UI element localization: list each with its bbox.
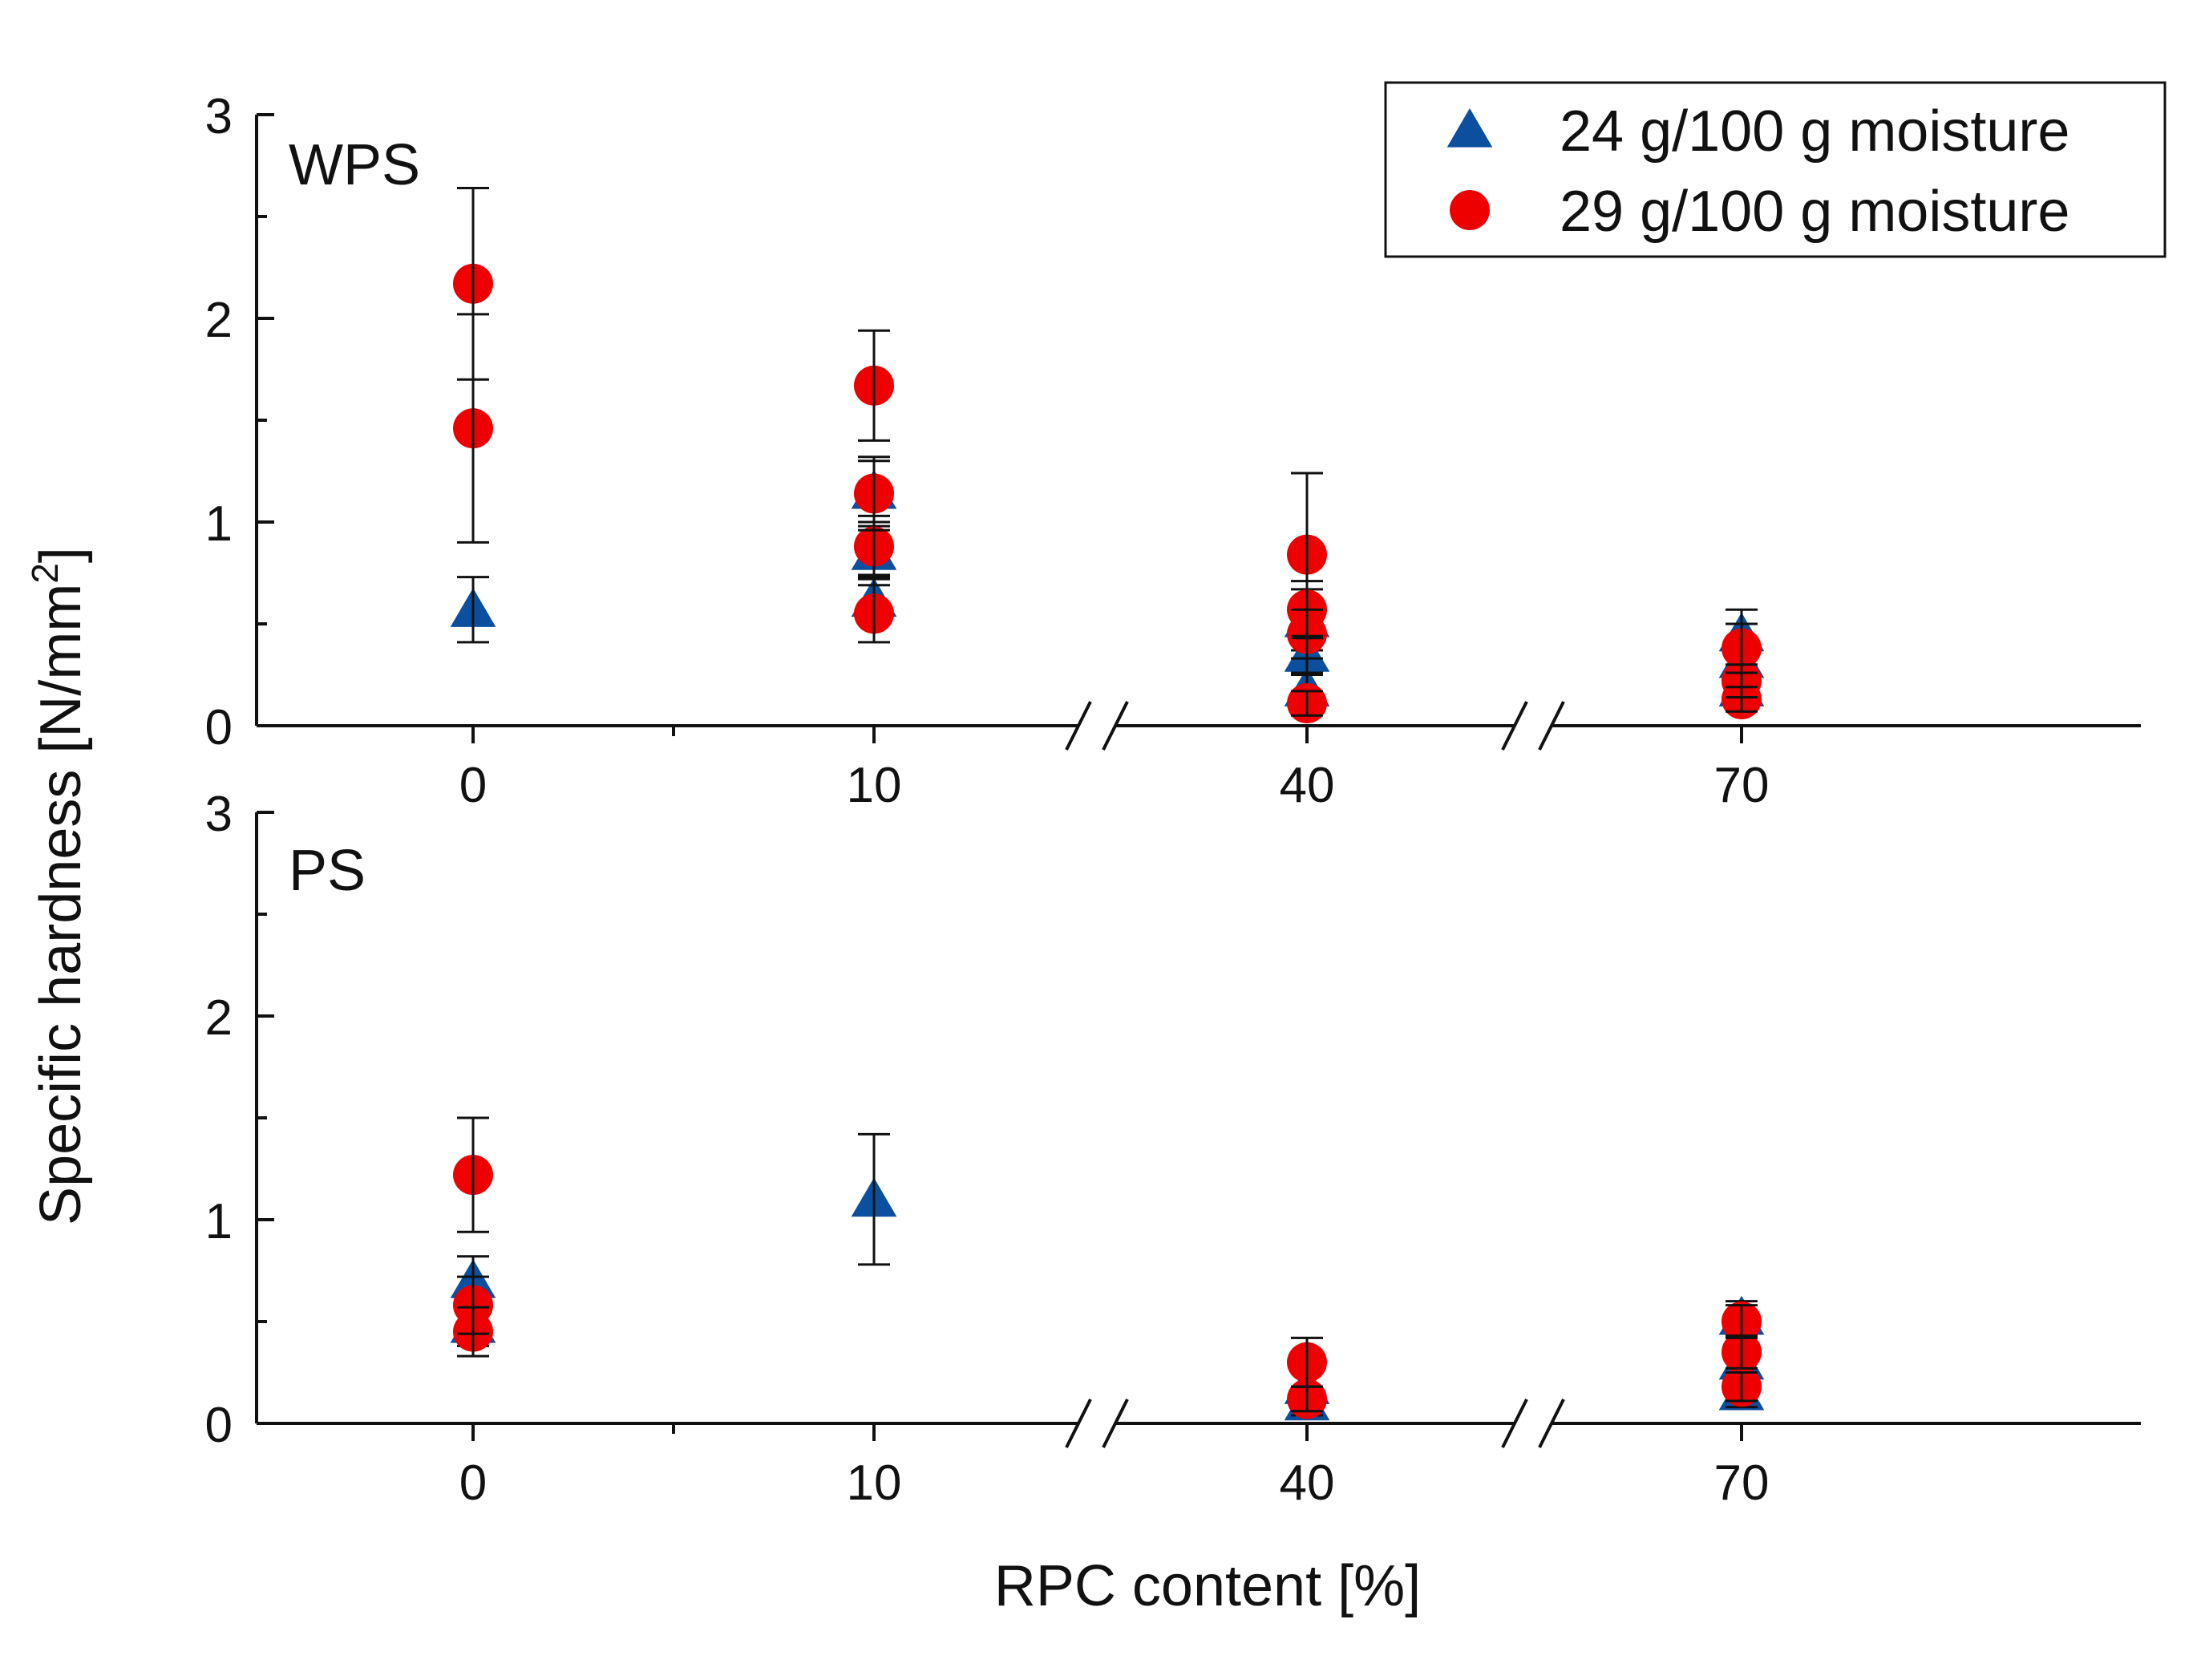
y-tick-label: 1 <box>205 496 233 552</box>
y-axis-label: Specific hardness [N/mm2] <box>24 547 93 1225</box>
axis-break-slash <box>1102 1399 1129 1448</box>
y-axis-label-superscript: 2 <box>24 563 66 584</box>
panel-wps: 0 1 2 3 0 10 40 70 WPS <box>205 89 2141 813</box>
x-tick-label: 70 <box>1714 758 1770 813</box>
error-bar <box>1726 1334 1758 1370</box>
x-tick-label: 0 <box>459 1455 487 1511</box>
y-tick-label: 3 <box>205 787 233 842</box>
y-tick-label: 0 <box>205 1398 233 1453</box>
x-axis-label: RPC content [%] <box>994 1554 1421 1618</box>
legend-entry: 24 g/100 g moisture <box>1446 99 2069 164</box>
y-tick-label: 2 <box>205 990 233 1046</box>
axis-break-gap <box>1078 1417 1116 1430</box>
panel-label: PS <box>289 839 366 903</box>
error-bar <box>858 514 890 579</box>
x-tick-label: 40 <box>1280 1455 1335 1511</box>
y-tick-label: 0 <box>205 700 233 755</box>
axis-break-slash <box>1102 701 1129 751</box>
series-29 <box>453 186 1762 724</box>
legend-label: 24 g/100 g moisture <box>1560 99 2069 164</box>
axis-break-gap <box>1514 1417 1552 1430</box>
x-tick-label: 10 <box>847 758 902 813</box>
y-axis-label-main: Specific hardness [N/mm <box>29 584 93 1225</box>
x-tick-label: 10 <box>847 1455 902 1511</box>
legend-entries: 24 g/100 g moisture 29 g/100 g moisture <box>1446 99 2069 244</box>
error-bar <box>457 1116 489 1233</box>
x-tick-label: 0 <box>459 758 487 813</box>
axis-break-gap <box>1078 719 1116 732</box>
panel-label: WPS <box>289 133 420 197</box>
y-tick-label: 3 <box>205 89 233 144</box>
legend-box <box>1384 81 2167 258</box>
error-bar <box>858 584 890 644</box>
x-tick-label: 40 <box>1280 758 1335 813</box>
error-bar <box>1291 1385 1323 1413</box>
error-bar <box>858 329 890 442</box>
y-axis-label-close: ] <box>29 547 93 563</box>
panel-ps: 0 1 2 3 0 10 40 70 PS <box>205 787 2141 1511</box>
legend-label: 29 g/100 g moisture <box>1560 180 2069 244</box>
error-bar <box>1726 686 1758 713</box>
x-tick-label: 70 <box>1714 1455 1770 1511</box>
axis-break-gap <box>1514 719 1552 732</box>
error-bar <box>457 313 489 544</box>
legend-marker-circle <box>1450 190 1490 230</box>
error-bar <box>1291 608 1323 660</box>
axis-break-slash <box>1065 701 1092 751</box>
error-bar <box>457 1306 489 1358</box>
axis-break-slash <box>1501 1399 1528 1448</box>
legend: 24 g/100 g moisture 29 g/100 g moisture <box>1384 81 2167 258</box>
panels: 0 1 2 3 0 10 40 70 WPS 0 1 2 3 0 10 40 70 PS <box>205 89 2141 1511</box>
legend-entry: 29 g/100 g moisture <box>1450 180 2069 244</box>
axis-break-slash <box>1538 701 1565 751</box>
legend-marker-triangle <box>1446 108 1493 148</box>
error-bar <box>858 1132 890 1266</box>
error-bar <box>1726 1371 1758 1403</box>
y-tick-label: 1 <box>205 1194 233 1249</box>
error-bar <box>1291 690 1323 717</box>
error-bar <box>457 576 489 644</box>
axis-break-slash <box>1538 1399 1565 1448</box>
axis-break-slash <box>1501 701 1528 751</box>
y-tick-label: 2 <box>205 293 233 348</box>
series-29 <box>453 1116 1762 1419</box>
axis-break-slash <box>1065 1399 1092 1448</box>
